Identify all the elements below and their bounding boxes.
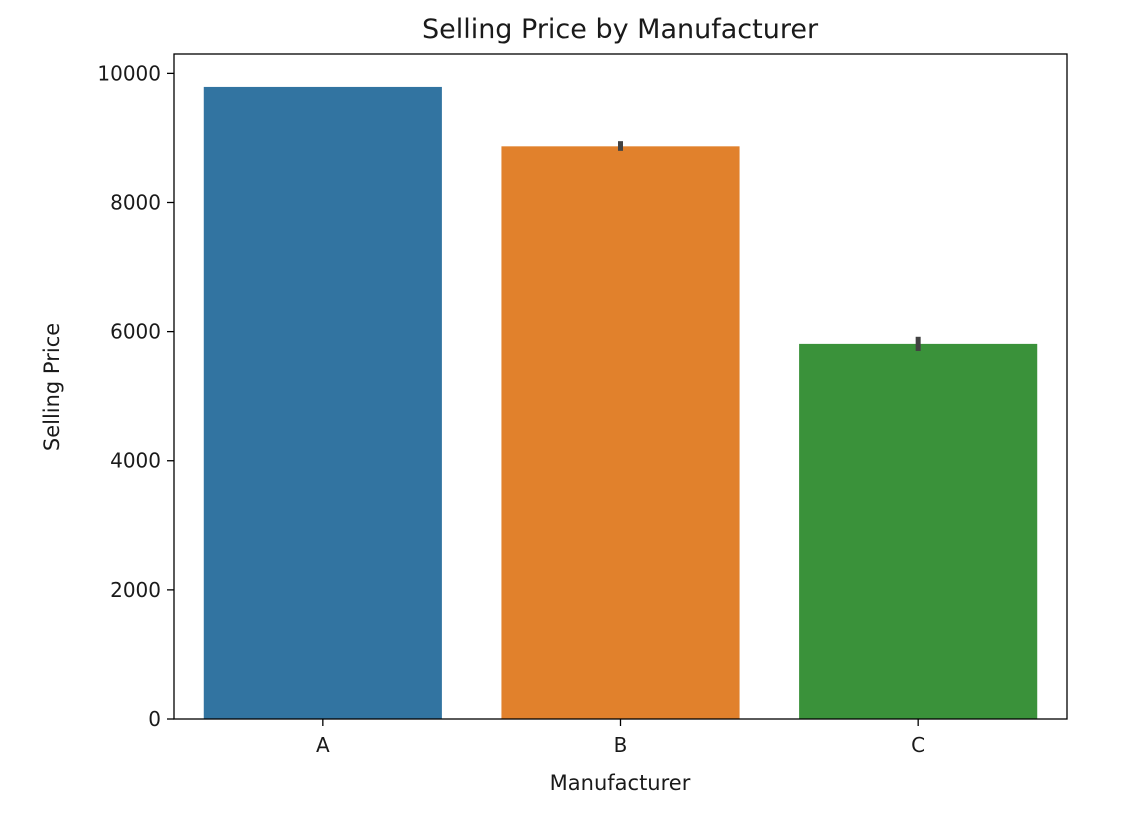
x-tick-label-a: A — [316, 733, 330, 757]
x-axis-label: Manufacturer — [550, 771, 691, 795]
y-tick-label-4000: 4000 — [110, 449, 161, 473]
y-tick-label-8000: 8000 — [110, 190, 161, 214]
y-axis-label: Selling Price — [40, 323, 64, 451]
y-tick-label-10000: 10000 — [97, 61, 161, 85]
bar-b — [501, 146, 740, 719]
y-tick-label-0: 0 — [148, 707, 161, 731]
x-axis: A B C — [316, 719, 925, 757]
x-tick-label-b: B — [614, 733, 628, 757]
x-tick-label-c: C — [911, 733, 925, 757]
y-tick-label-2000: 2000 — [110, 578, 161, 602]
chart-title: Selling Price by Manufacturer — [422, 14, 819, 45]
bar-c — [799, 343, 1038, 719]
bar-a — [203, 86, 442, 719]
plot-area — [203, 86, 1038, 719]
y-axis: 0 2000 4000 6000 8000 10000 — [97, 61, 174, 731]
y-tick-label-6000: 6000 — [110, 320, 161, 344]
